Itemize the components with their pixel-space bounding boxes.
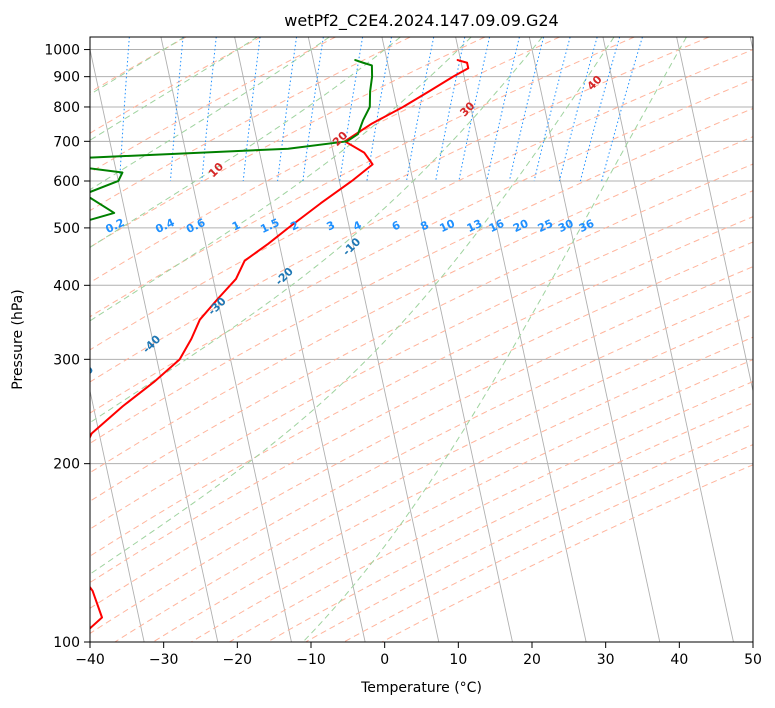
dry-adiabat-line	[90, 136, 753, 474]
series-layer	[90, 59, 470, 630]
y-axis-label: Pressure (hPa)	[10, 289, 26, 389]
mixing-ratio-line	[406, 37, 435, 182]
x-tick-label: 30	[597, 652, 615, 668]
x-tick-label: −10	[296, 652, 326, 668]
mixing-ratio-label: 13	[465, 217, 484, 235]
isotherm-line	[528, 37, 661, 642]
moist-adiabat-line	[302, 37, 687, 642]
x-tick-label: 0	[380, 652, 389, 668]
y-tick-label: 500	[53, 221, 80, 237]
isotherm-line	[602, 37, 734, 642]
moist-adiabat-line	[90, 37, 330, 191]
dry-adiabat-line	[90, 241, 753, 584]
x-tick-label: 50	[744, 652, 762, 668]
mixing-ratio-label: 16	[487, 217, 507, 235]
mixing-ratio-line	[533, 37, 571, 182]
isotherm-line	[90, 388, 145, 642]
dewpoint-profile-line	[90, 59, 374, 221]
dry-adiabat-line	[90, 266, 753, 609]
y-tick-label: 700	[53, 134, 80, 150]
mixing-ratio-line	[558, 37, 598, 182]
x-tick-label: 40	[670, 652, 688, 668]
mixing-ratio-line	[579, 37, 621, 182]
y-tick-label: 300	[53, 352, 80, 368]
grid-layer	[90, 37, 753, 642]
x-tick-label: −20	[223, 652, 253, 668]
mixing-ratio-line	[366, 37, 392, 182]
plot-frame	[89, 36, 754, 643]
dry-adiabat-line	[90, 37, 635, 318]
isotherm-line	[160, 37, 292, 642]
mixing-ratio-label: 36	[577, 217, 597, 235]
isotherm-line	[234, 37, 366, 642]
dry-adiabat-line	[90, 49, 753, 383]
y-tick-label: 400	[53, 278, 80, 294]
mixing-ratio-line	[242, 37, 261, 182]
x-tick-label: −40	[75, 652, 105, 668]
mixing-ratio-label: 30	[556, 217, 576, 235]
mixing-ratio-line	[277, 37, 298, 182]
mixing-ratio-line	[458, 37, 491, 182]
mixing-ratio-line	[169, 37, 184, 182]
x-tick-label: 10	[449, 652, 467, 668]
mixing-ratio-line	[302, 37, 324, 182]
y-tick-label: 800	[53, 100, 80, 116]
chart-title: wetPf2_C2E4.2024.147.09.09.G24	[284, 11, 558, 31]
x-tick-label: 20	[523, 652, 541, 668]
isotherm-line	[455, 37, 587, 642]
plot-background	[90, 37, 753, 642]
dry-adiabat-line	[90, 190, 753, 530]
mixing-ratio-line	[508, 37, 545, 182]
mixing-ratio-label: 25	[536, 217, 555, 235]
isotherm-label: -50	[73, 363, 96, 386]
reference-line-layer	[90, 37, 753, 642]
x-axis-label: Temperature (°C)	[360, 680, 482, 696]
y-tick-label: 1000	[44, 43, 80, 59]
dry-adiabat-line	[90, 37, 710, 351]
mixing-ratio-line	[486, 37, 520, 182]
isotherm-line	[676, 37, 753, 394]
mixing-ratio-label: 10	[438, 217, 458, 235]
axis-layer: −40 −30 −20 −10 0 10 20 30 40 50 100 200 300 400 500 60…	[44, 43, 762, 668]
dry-adiabat-line	[90, 37, 336, 174]
y-tick-label: 600	[53, 174, 80, 190]
x-tick-label: −30	[149, 652, 179, 668]
mixing-ratio-line	[601, 37, 643, 182]
dry-adiabat-line	[152, 336, 753, 642]
mixing-ratio-label: 20	[511, 217, 531, 235]
dry-adiabat-line	[90, 163, 753, 502]
y-tick-label: 900	[53, 70, 80, 86]
moist-adiabat-line	[90, 37, 543, 424]
mixing-ratio-line	[201, 37, 217, 182]
moist-adiabat-line	[90, 37, 401, 248]
y-tick-label: 200	[53, 457, 80, 473]
moist-adiabat-line	[90, 37, 185, 96]
dry-adiabat-line	[90, 216, 753, 557]
isotherm-line	[90, 47, 219, 642]
dry-adiabat-line	[90, 290, 753, 634]
dry-adiabat-line	[90, 78, 753, 414]
moist-adiabat-line	[90, 37, 615, 575]
temperature-profile-line	[90, 59, 470, 630]
moist-adiabat-line	[90, 37, 472, 322]
dry-adiabat-line	[90, 107, 753, 444]
dry-adiabat-line	[114, 313, 753, 642]
y-tick-label: 100	[53, 635, 80, 651]
isotherm-line	[381, 37, 513, 642]
